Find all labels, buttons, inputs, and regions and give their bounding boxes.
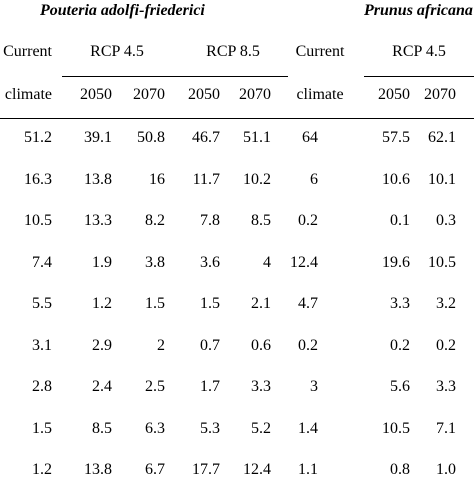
table-cell: 10.6 (382, 170, 410, 188)
table-cell: 13.8 (84, 461, 112, 478)
table-cell: 3.6 (200, 253, 220, 271)
header-current-top-2: Current (295, 43, 345, 60)
table-cell: 1.5 (32, 419, 52, 437)
table-cell: 13.3 (84, 212, 112, 229)
table-cell: 2.1 (251, 295, 271, 312)
table-cell: 1.4 (298, 419, 318, 437)
table-cell: 3.1 (32, 336, 52, 354)
table-cell: 1.1 (298, 461, 318, 478)
table-cell: 51.2 (24, 129, 52, 146)
table-cell: 6.3 (145, 419, 165, 437)
table-cell: 46.7 (192, 129, 220, 146)
table-cell: 0.7 (200, 336, 220, 354)
table-cell: 0.6 (251, 336, 271, 354)
table-cell: 10.5 (428, 253, 456, 271)
table-cell: 62.1 (428, 129, 456, 146)
table-cell: 10.5 (24, 212, 52, 229)
table-cell: 3.3 (390, 295, 410, 312)
table-cell: 2.5 (145, 378, 165, 395)
table-cell: 5.6 (390, 378, 410, 395)
table-cell: 4 (263, 253, 271, 271)
table-cell: 5.2 (251, 419, 271, 437)
table-cell: 2.8 (32, 378, 52, 395)
table-cell: 3.8 (145, 253, 165, 271)
table-cell: 0.2 (298, 212, 318, 229)
table-cell: 16.3 (24, 170, 52, 188)
table-cell: 0.8 (390, 461, 410, 478)
rule-header-bottom (0, 118, 474, 119)
table-cell: 12.4 (243, 461, 271, 478)
table-cell: 0.2 (390, 336, 410, 354)
table-cell: 12.4 (290, 253, 318, 271)
header-year-2050-a: 2050 (80, 86, 112, 103)
header-year-2050-b: 2050 (188, 86, 220, 103)
table-cell: 39.1 (84, 129, 112, 146)
header-rcp85-1: RCP 8.5 (206, 43, 260, 60)
table-cell: 11.7 (192, 170, 220, 188)
table-cell: 50.8 (137, 129, 165, 146)
table-cell: 3 (310, 378, 318, 395)
table-cell: 7.1 (436, 419, 456, 437)
table-cell: 5.5 (32, 295, 52, 312)
table-cell: 1.2 (32, 461, 52, 478)
table-cell: 51.1 (243, 129, 271, 146)
header-current-bottom-1: climate (4, 86, 52, 103)
table-cell: 2.9 (92, 336, 112, 354)
table-cell: 19.6 (382, 253, 410, 271)
header-rcp45-2: RCP 4.5 (392, 43, 446, 60)
table-cell: 1.2 (92, 295, 112, 312)
table-cell: 10.5 (382, 419, 410, 437)
table-cell: 5.3 (200, 419, 220, 437)
species-title-prunus: Prunus africana (364, 2, 473, 19)
table-cell: 8.5 (92, 419, 112, 437)
table-cell: 2 (157, 336, 165, 354)
table-cell: 1.7 (200, 378, 220, 395)
header-current-bottom-2: climate (296, 86, 344, 103)
header-year-2070-c: 2070 (424, 86, 456, 103)
table-cell: 10.2 (243, 170, 271, 188)
table-cell: 8.5 (251, 212, 271, 229)
table-cell: 0.3 (436, 212, 456, 229)
table-cell: 1.5 (200, 295, 220, 312)
table-cell: 0.1 (390, 212, 410, 229)
table-cell: 1.9 (92, 253, 112, 271)
table-cell: 16 (149, 170, 165, 188)
table-cell: 0.2 (298, 336, 318, 354)
table-cell: 8.2 (145, 212, 165, 229)
header-year-2070-b: 2070 (239, 86, 271, 103)
table-cell: 13.8 (84, 170, 112, 188)
header-year-2070-a: 2070 (133, 86, 165, 103)
rule-scenarios-2 (364, 76, 474, 77)
table-cell: 17.7 (192, 461, 220, 478)
header-year-2050-c: 2050 (378, 86, 410, 103)
table-cell: 10.1 (428, 170, 456, 188)
table-cell: 6.7 (145, 461, 165, 478)
species-title-pouteria: Pouteria adolfi-friederici (40, 2, 205, 19)
table-cell: 1.0 (436, 461, 456, 478)
table-cell: 6 (310, 170, 318, 188)
header-current-top-1: Current (3, 43, 52, 60)
table-cell: 3.3 (251, 378, 271, 395)
table-cell: 2.4 (92, 378, 112, 395)
table-cell: 3.3 (436, 378, 456, 395)
table-cell: 3.2 (436, 295, 456, 312)
header-rcp45-1: RCP 4.5 (90, 43, 144, 60)
table-cell: 4.7 (298, 295, 318, 312)
table-cell: 64 (302, 129, 318, 146)
table-cell: 57.5 (382, 129, 410, 146)
table-cell: 7.8 (200, 212, 220, 229)
table-cell: 7.4 (32, 253, 52, 271)
table-cell: 0.2 (436, 336, 456, 354)
rule-scenarios-1 (62, 76, 288, 77)
table-cell: 1.5 (145, 295, 165, 312)
